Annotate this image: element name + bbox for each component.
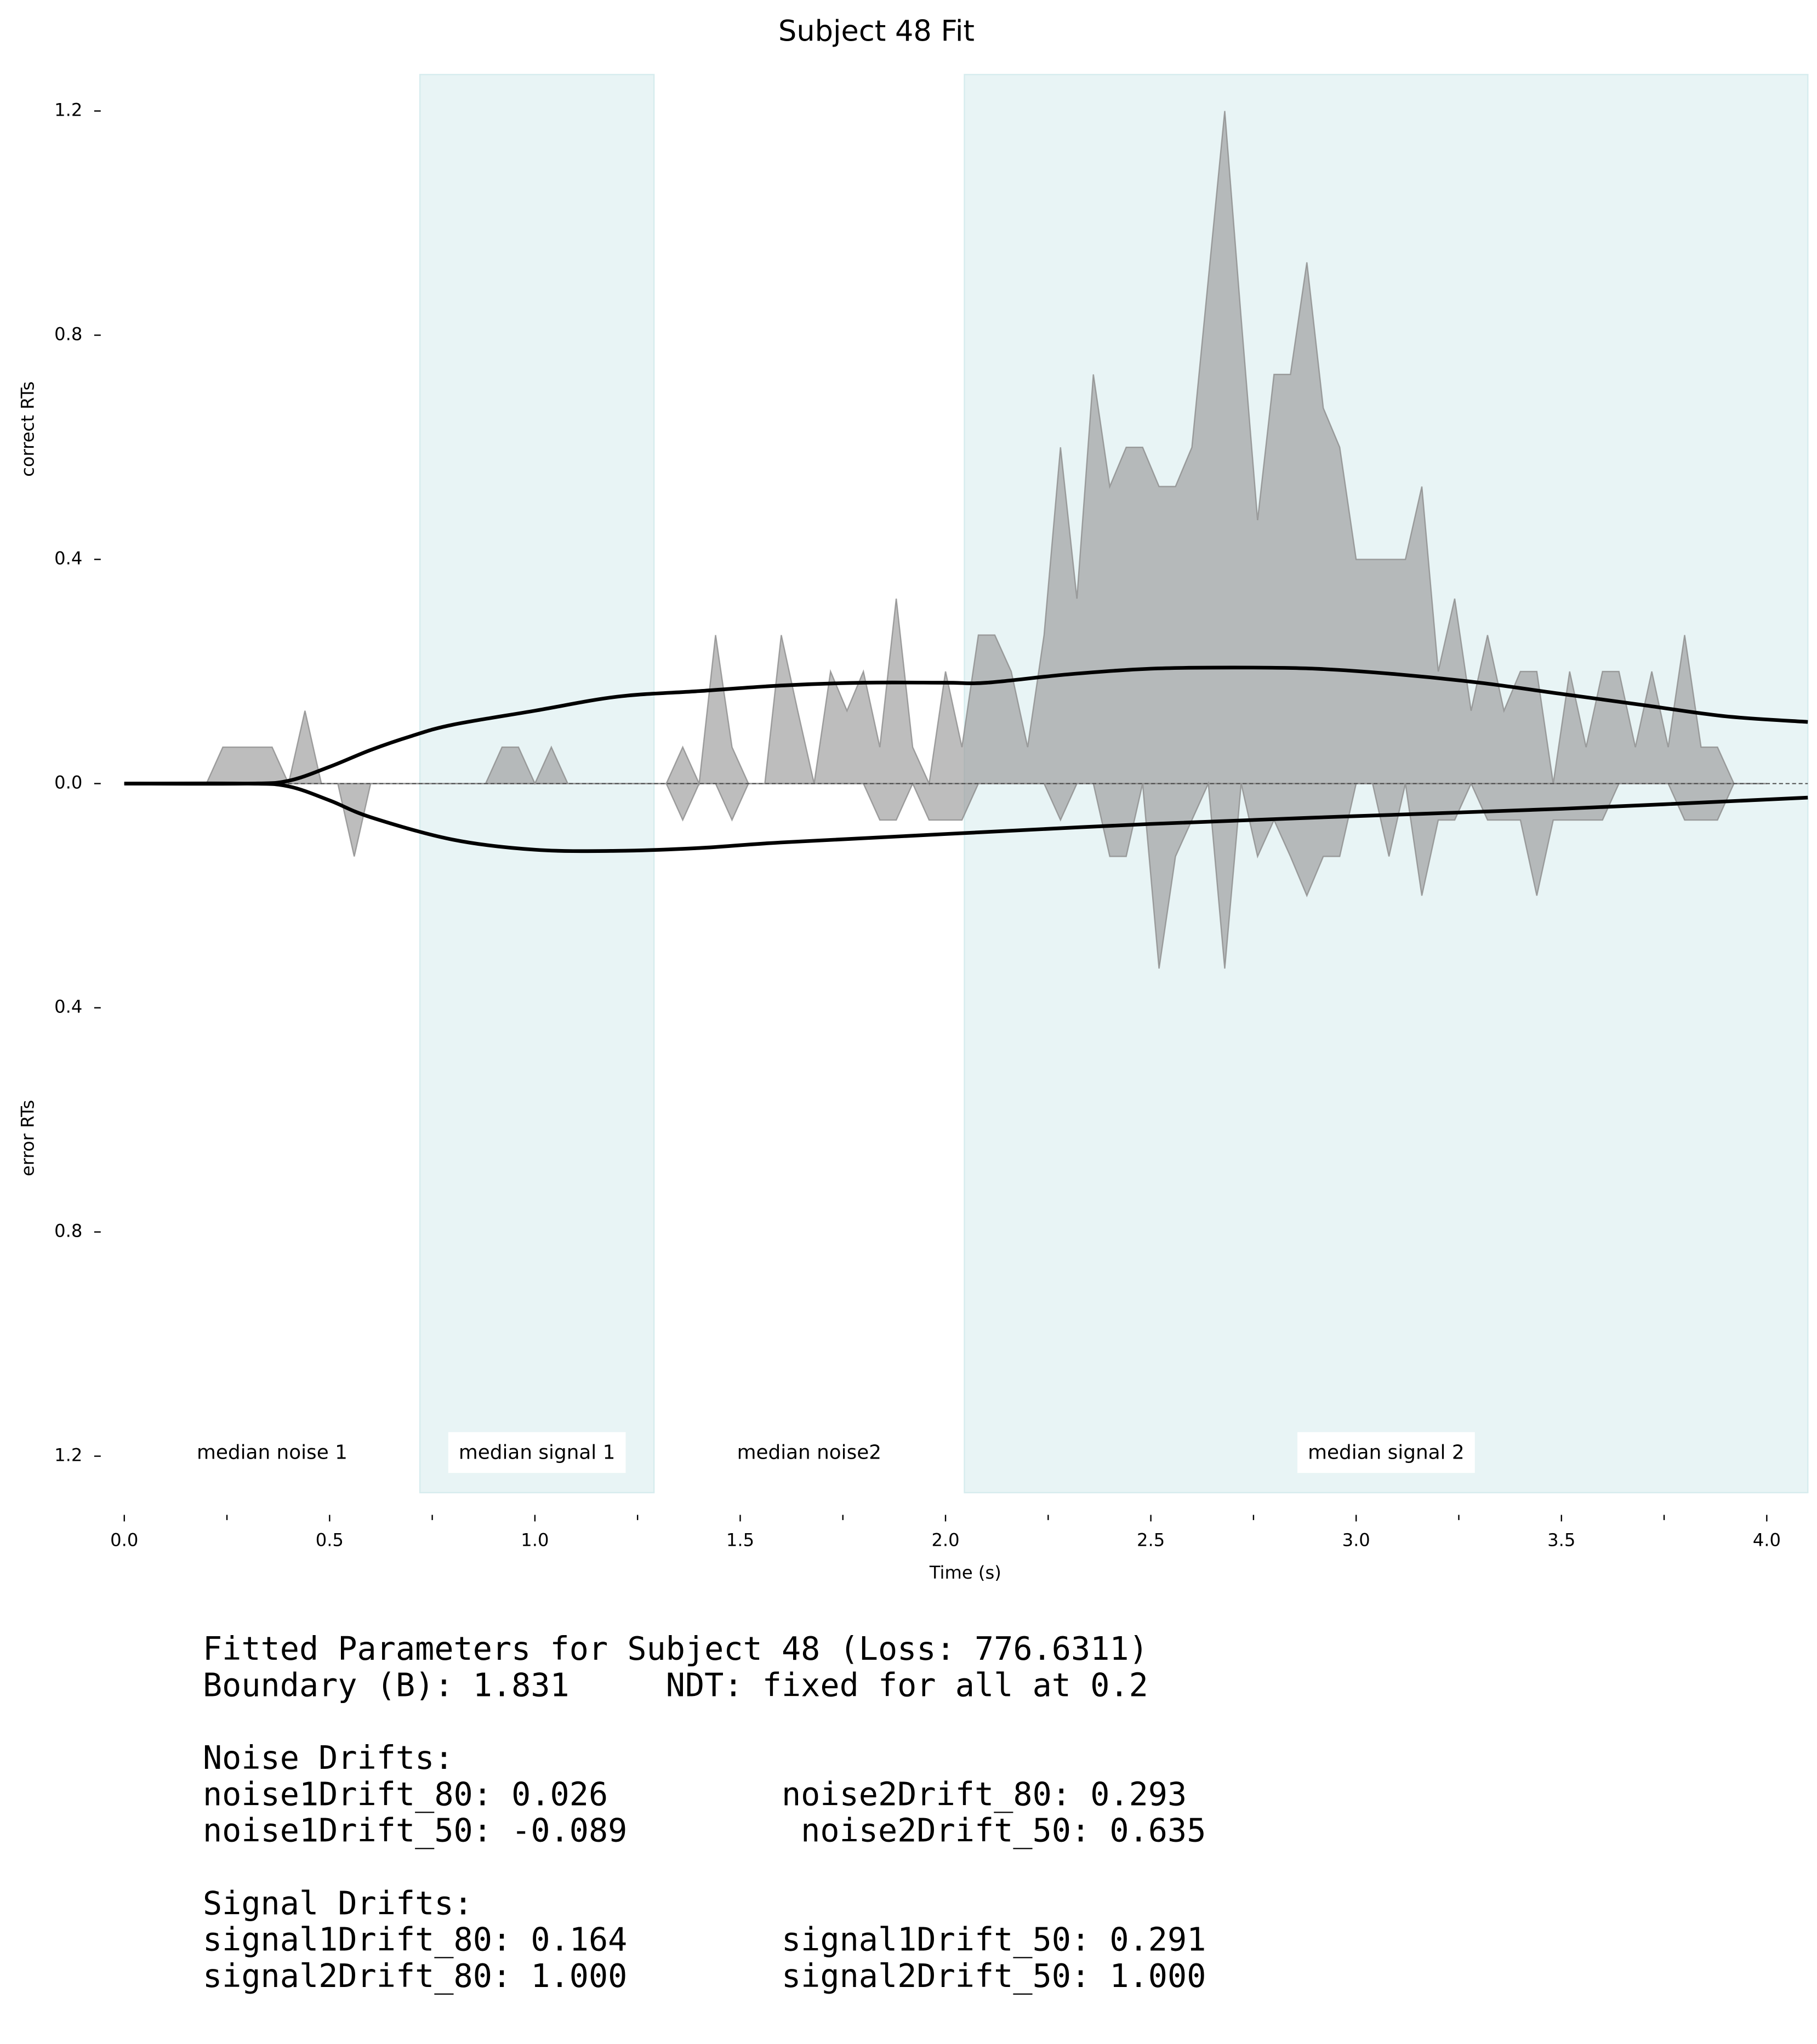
parameter-line: noise1Drift_50: -0.089 noise2Drift_50: 0… [203,1812,1206,1849]
x-tick-label: 4.0 [1753,1529,1781,1550]
y-tick-label: 0.0 [54,772,82,793]
x-tick-label: 0.0 [110,1529,138,1550]
y-tick-label: 0.4 [54,997,82,1017]
region-label: median noise 1 [197,1441,348,1464]
parameter-line: signal1Drift_80: 0.164 signal1Drift_50: … [203,1921,1206,1958]
x-tick-label: 3.5 [1547,1529,1575,1550]
parameter-line: Boundary (B): 1.831 NDT: fixed for all a… [203,1666,1148,1704]
y-tick-label: 1.2 [54,1445,82,1466]
region-label-box [448,1432,626,1473]
y-tick-label: 0.8 [54,1221,82,1242]
fit-curve [124,665,1808,786]
parameter-line: Signal Drifts: [203,1884,473,1922]
y-tick-label: 0.4 [54,548,82,569]
x-axis-label: Time (s) [929,1562,1001,1583]
y-axis-label: error RTs [18,1100,38,1176]
x-tick-label: 2.0 [931,1529,959,1550]
y-axis-label: correct RTs [18,382,38,477]
region-label: median signal 2 [1308,1441,1464,1464]
parameter-line: Noise Drifts: [203,1739,454,1777]
x-tick-label: 3.0 [1342,1529,1370,1550]
x-tick-label: 2.5 [1137,1529,1165,1550]
fit-curve [124,781,1808,853]
parameter-line: signal2Drift_80: 1.000 signal2Drift_50: … [203,1957,1206,1995]
region-label: median signal 1 [459,1441,615,1464]
x-tick-label: 1.0 [521,1529,549,1550]
x-tick-label: 0.5 [316,1529,344,1550]
chart-title: Subject 48 Fit [778,14,975,48]
parameter-line: Fitted Parameters for Subject 48 (Loss: … [203,1630,1148,1667]
y-tick-label: 0.8 [54,324,82,345]
region-label-box [1297,1432,1475,1473]
x-tick-label: 1.5 [726,1529,754,1550]
y-tick-label: 1.2 [54,99,82,120]
region-label: median noise2 [737,1441,881,1464]
parameter-line: noise1Drift_80: 0.026 noise2Drift_80: 0.… [203,1775,1187,1813]
